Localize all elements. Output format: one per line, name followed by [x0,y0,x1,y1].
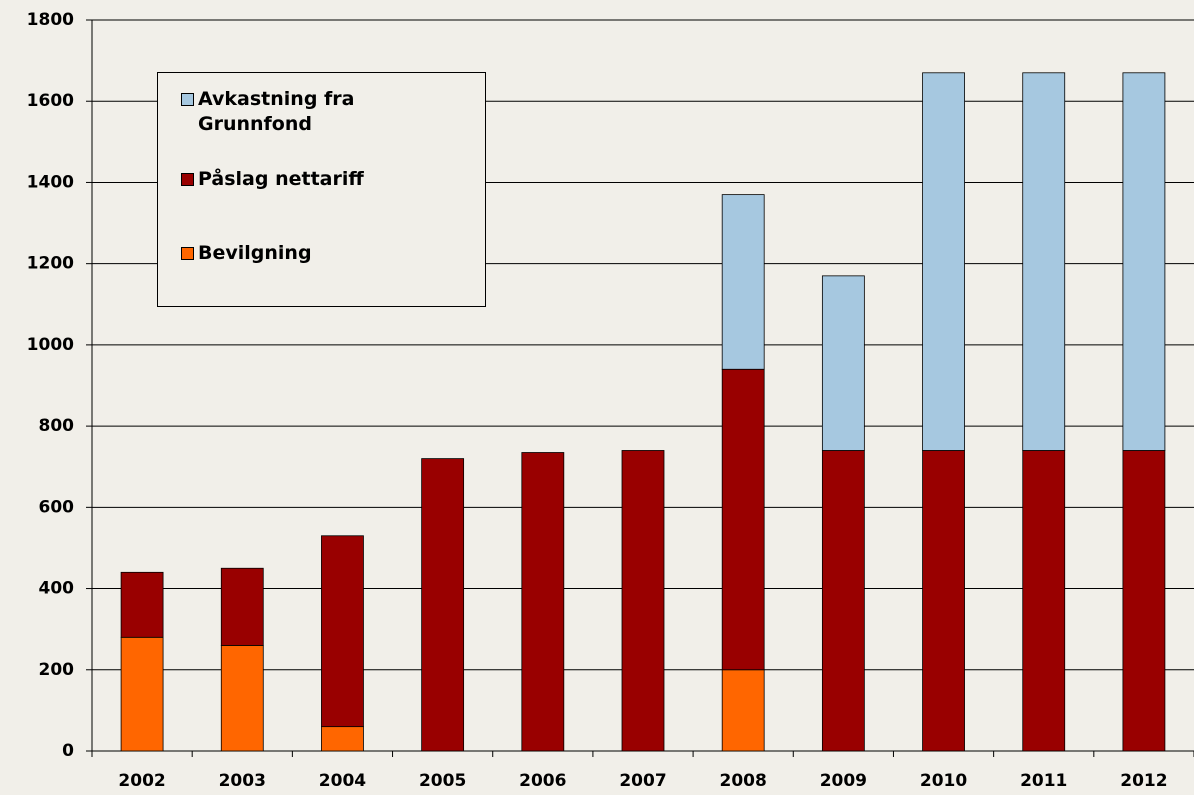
y-tick-label: 200 [39,660,75,680]
y-tick-label: 400 [39,579,75,599]
legend-swatch [181,93,194,106]
y-tick-label: 1800 [27,10,74,30]
bar-segment [120,571,164,638]
bar-segment [321,535,364,728]
x-tick-label: 2003 [219,771,266,791]
x-tick-label: 2004 [319,771,366,791]
y-tick-label: 0 [62,741,74,761]
x-tick-label: 2007 [619,771,666,791]
y-tick-label: 1200 [27,254,74,274]
x-tick-label: 2010 [920,771,967,791]
legend-entry: Avkastning fra Grunnfond [181,87,438,137]
bar-segment [1122,72,1166,451]
legend-swatch [181,173,194,186]
legend-entry: Påslag nettariff [181,167,438,192]
bar-segment [721,194,765,370]
legend-label: Avkastning fra Grunnfond [198,88,355,135]
bar-segment [721,669,765,752]
bar-segment [120,636,164,752]
y-tick-label: 800 [39,416,75,436]
bar-segment [321,726,364,752]
bar-segment [220,645,264,752]
y-tick-label: 1400 [27,172,74,192]
bar-segment [1022,450,1066,752]
bar-segment [1022,72,1066,451]
bar-segment [1122,450,1166,752]
x-tick-label: 2009 [820,771,867,791]
bar-segment [821,275,865,451]
legend-swatch [181,247,194,260]
y-tick-label: 1000 [27,335,74,355]
bar-segment [922,72,965,451]
x-tick-label: 2011 [1020,771,1067,791]
legend-entry: Bevilgning [181,241,438,266]
bar-segment [421,458,465,752]
x-tick-label: 2002 [118,771,165,791]
legend: Avkastning fra Grunnfond Påslag nettariff… [157,72,486,307]
legend-label: Påslag nettariff [198,168,364,190]
y-tick-label: 1600 [27,91,74,111]
x-tick-label: 2012 [1120,771,1167,791]
y-tick-label: 600 [39,497,75,517]
bar-segment [220,567,264,646]
bar-segment [922,450,965,752]
bar-segment [721,368,765,671]
bar-segment [521,452,565,752]
x-tick-label: 2005 [419,771,466,791]
x-tick-label: 2008 [720,771,767,791]
legend-label: Bevilgning [198,242,312,264]
bar-segment [621,450,665,752]
bar-segment [821,450,865,752]
x-tick-label: 2006 [519,771,566,791]
